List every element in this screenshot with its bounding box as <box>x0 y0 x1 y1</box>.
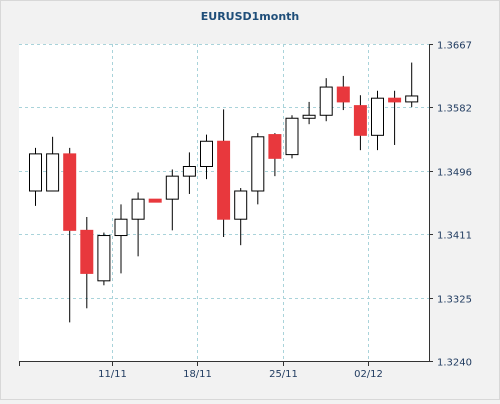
candle-22 <box>405 62 419 108</box>
candle-body-10 <box>200 140 213 167</box>
candle-body-7 <box>148 198 162 203</box>
candle-3 <box>80 216 94 309</box>
candle-1 <box>46 136 60 192</box>
candle-16 <box>302 101 316 125</box>
candle-9 <box>182 152 196 194</box>
candle-18 <box>336 75 350 111</box>
y-tick-label-5: 1.3240 <box>437 358 472 369</box>
x-tick-label-0: 11/11 <box>98 369 127 380</box>
candle-body-19 <box>353 105 367 136</box>
candle-body-1 <box>46 153 60 192</box>
x-tick-label-3: 02/12 <box>354 369 383 380</box>
candle-7 <box>148 198 162 203</box>
x-tick-label-2: 25/11 <box>269 369 298 380</box>
candle-body-4 <box>97 235 111 282</box>
candle-body-3 <box>80 229 94 274</box>
candle-15 <box>285 115 299 159</box>
candle-body-16 <box>302 114 316 119</box>
y-tick-label-3: 1.3411 <box>437 231 472 242</box>
candle-body-6 <box>131 198 145 220</box>
candle-body-2 <box>63 153 77 231</box>
candle-2 <box>63 147 77 323</box>
y-tick-label-4: 1.3325 <box>437 295 472 306</box>
candle-body-0 <box>29 153 42 192</box>
candle-21 <box>388 90 402 145</box>
candle-0 <box>29 147 42 206</box>
candle-20 <box>371 90 384 151</box>
candle-14 <box>268 133 282 177</box>
chart-title: EURUSD1month <box>201 10 300 23</box>
candle-body-11 <box>217 140 231 220</box>
candle-17 <box>319 78 333 122</box>
y-tick-label-2: 1.3496 <box>437 168 472 179</box>
y-tick-label-0: 1.3667 <box>437 41 472 52</box>
candle-body-14 <box>268 134 282 159</box>
candle-body-5 <box>114 218 128 237</box>
x-tick-layer: 11/11 18/11 25/11 02/12 <box>19 361 383 380</box>
candle-body-20 <box>371 97 384 136</box>
x-tick-label-1: 18/11 <box>183 369 212 380</box>
candle-body-15 <box>285 117 299 156</box>
candle-body-12 <box>234 190 248 220</box>
candle-body-9 <box>182 165 196 177</box>
candle-19 <box>353 95 367 151</box>
candle-body-17 <box>319 86 333 116</box>
candle-body-21 <box>388 97 402 103</box>
candle-10 <box>200 134 213 180</box>
y-tick-layer: 1.3667 1.3582 1.3496 1.3411 1.3325 1.3240 <box>429 41 472 369</box>
candle-layer <box>29 62 419 323</box>
candle-5 <box>114 204 128 274</box>
candle-4 <box>97 232 111 286</box>
candle-13 <box>251 133 265 205</box>
candle-12 <box>234 188 248 246</box>
candle-8 <box>165 169 179 231</box>
candle-body-22 <box>405 95 419 103</box>
candle-11 <box>217 109 231 238</box>
candle-body-18 <box>336 86 350 103</box>
candle-6 <box>131 192 145 257</box>
candle-body-13 <box>251 136 265 192</box>
candle-body-8 <box>165 175 179 200</box>
y-tick-label-1: 1.3582 <box>437 104 472 115</box>
